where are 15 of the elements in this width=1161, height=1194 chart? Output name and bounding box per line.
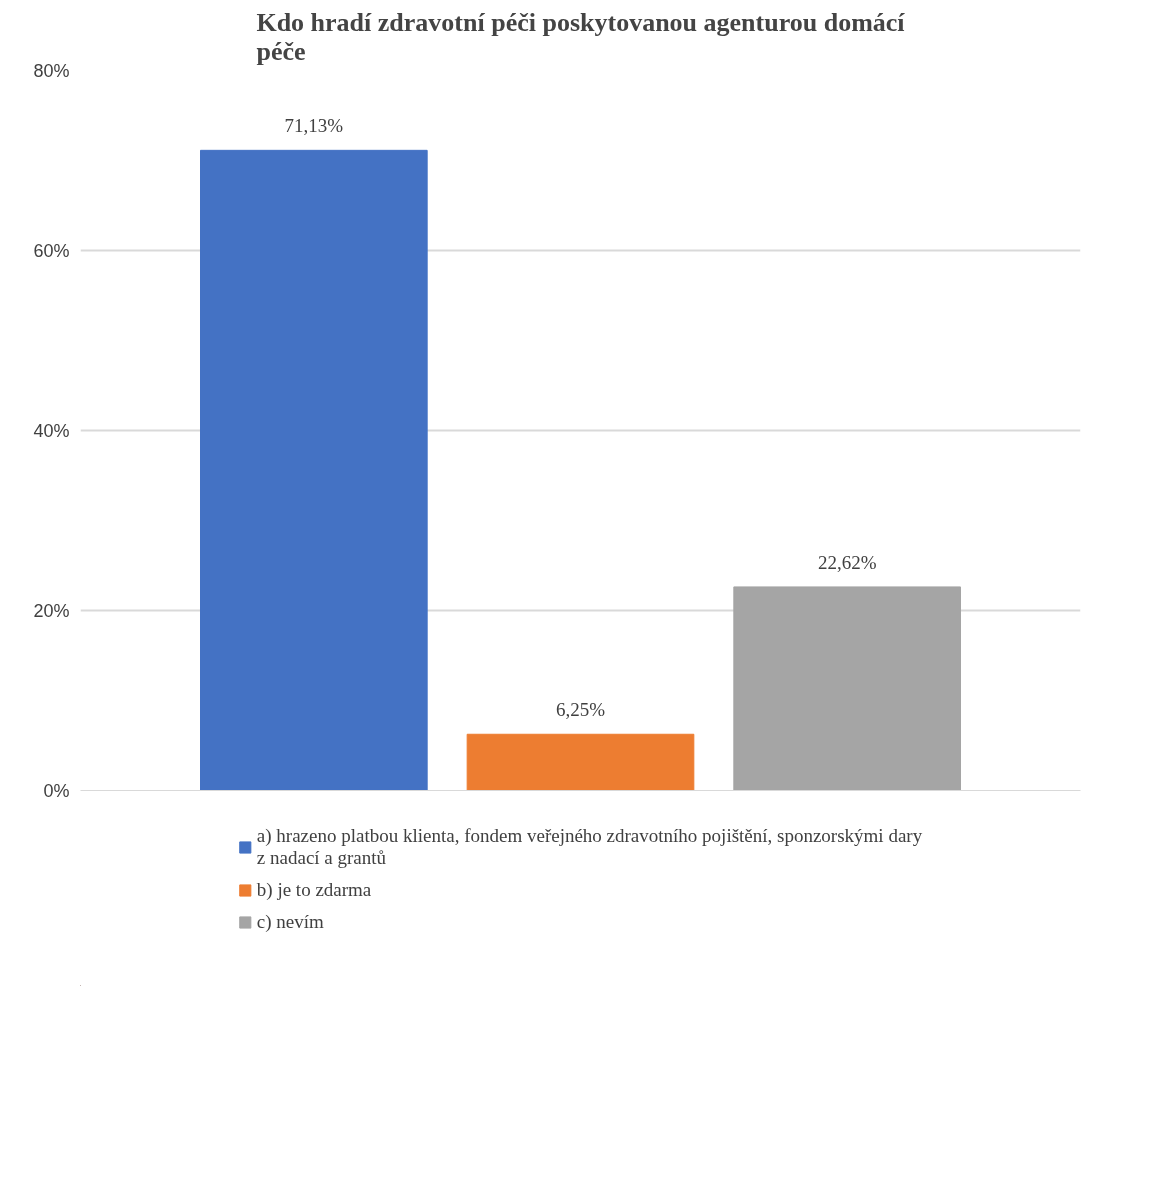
bar: [733, 586, 961, 791]
legend-label: a) hrazeno platbou klienta, fondem veřejného zdravotního pojištění, sponzorskými dary z nadací a grantů: [256, 825, 923, 869]
legend-label: b) je to zdarma: [256, 879, 372, 901]
legend-label: c) nevím: [256, 911, 324, 933]
bar: [200, 149, 428, 791]
y-tick-label: 0%: [43, 780, 70, 801]
data-label: 22,62%: [817, 551, 877, 573]
data-label: 71,13%: [284, 115, 344, 137]
y-tick-label: 20%: [33, 600, 70, 621]
data-label: 6,25%: [555, 699, 606, 721]
y-tick-label: 80%: [33, 60, 70, 81]
bar: [466, 733, 695, 791]
chart-title: Kdo hradí zdravotní péči poskytovanou agenturou domácí péče: [256, 7, 906, 66]
y-tick-label: 40%: [33, 420, 70, 441]
y-tick-label: 60%: [33, 240, 70, 261]
